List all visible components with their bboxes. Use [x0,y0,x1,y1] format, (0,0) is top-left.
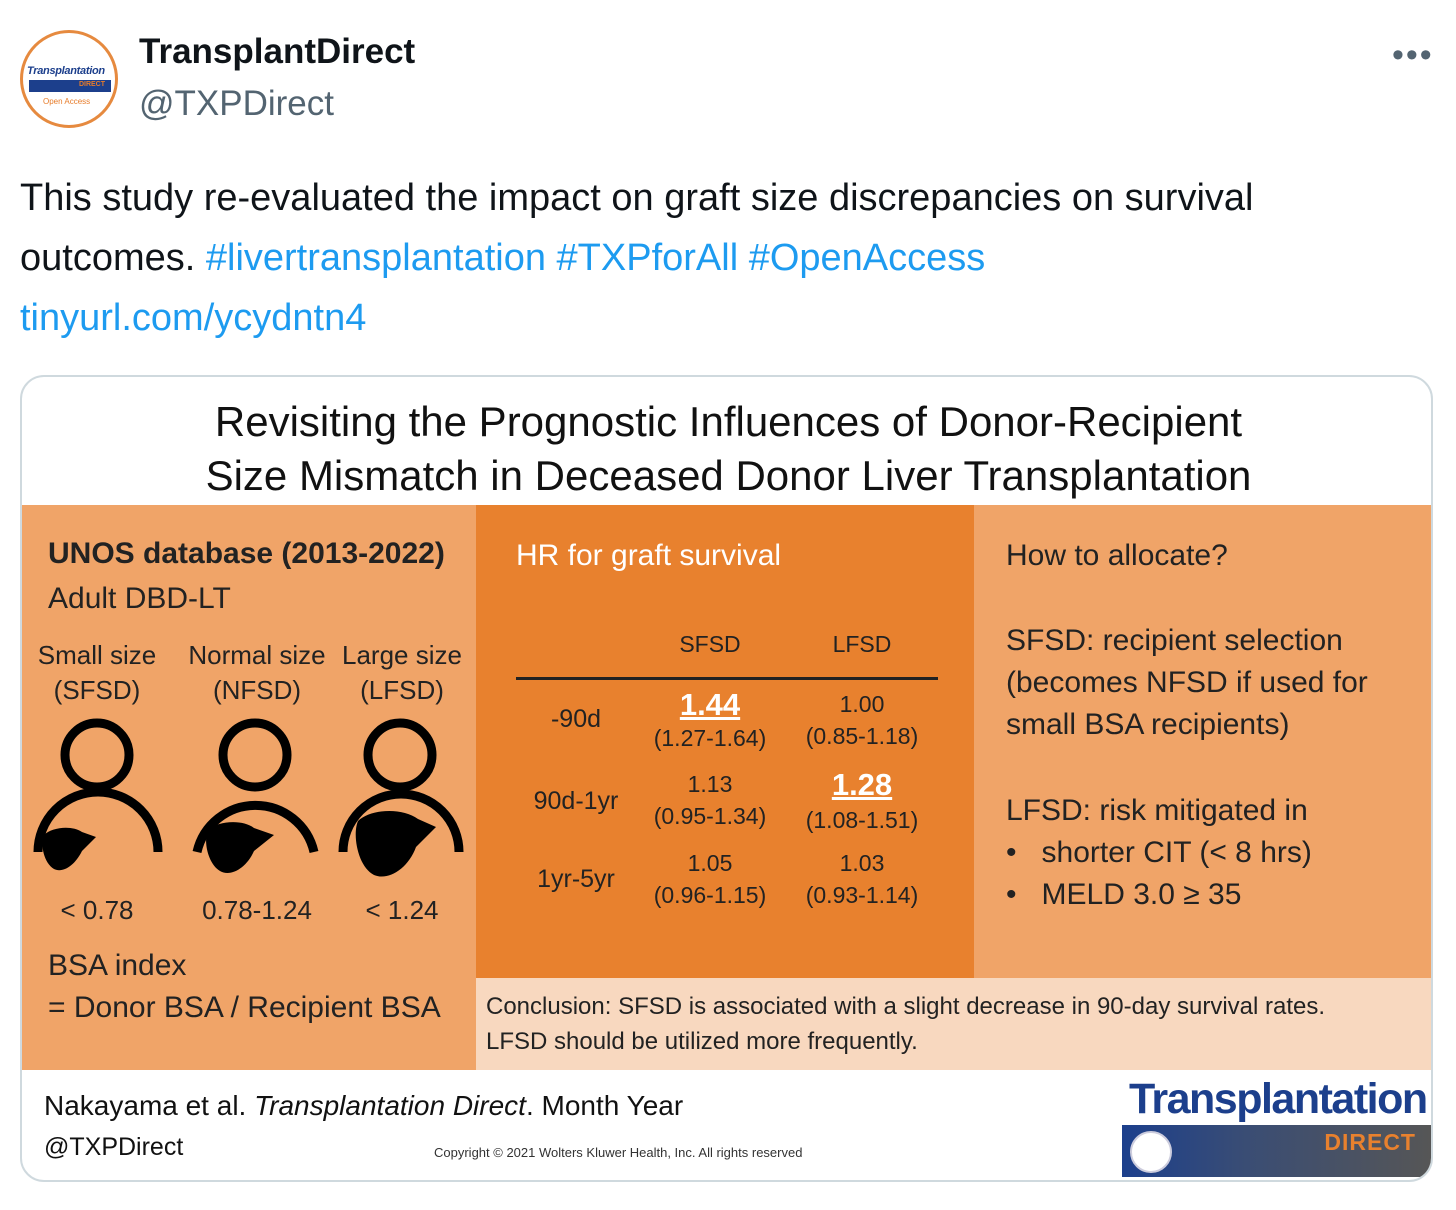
person-normal-icon [192,718,319,854]
ci-sfsd-1yr-5yr: (0.96-1.15) [653,882,767,908]
row-label-90d-1yr: 90d-1yr [533,787,619,815]
ci-sfsd-90d: (1.27-1.64) [653,725,767,751]
ci-lfsd-90d: (0.85-1.18) [805,723,919,749]
range-small: < 0.78 [60,895,134,925]
col-lfsd: LFSD [832,631,892,657]
right-panel [974,505,1431,978]
allocate-question: How to allocate? [1006,539,1228,572]
hr-sfsd-1yr-5yr: 1.05 [687,850,733,876]
row-label-90d: -90d [550,705,602,733]
bullet-cit: • shorter CIT (< 8 hrs) [1006,836,1312,869]
hr-heading: HR for graft survival [516,539,782,572]
middle-panel [476,505,974,978]
card-title: Revisiting the Prognostic Influences of … [22,395,1431,503]
group-small-abbr: (SFSD) [53,675,141,705]
hr-sfsd-90d: 1.44 [679,687,741,722]
conclusion-line2: LFSD should be utilized more frequently. [486,1028,918,1055]
journal-logo-banner: DIRECT [1122,1125,1431,1177]
bullet-cit-text: shorter CIT (< 8 hrs) [1041,836,1312,869]
row-label-1yr-5yr: 1yr-5yr [537,865,615,893]
range-large: < 1.24 [365,895,439,925]
liver-small-icon [42,827,96,871]
left-heading: UNOS database (2013-2022) [48,537,445,570]
sfsd-selection: SFSD: recipient selection [1006,624,1343,657]
sfsd-note-2: small BSA recipients) [1006,708,1290,741]
avatar-bar [29,80,111,92]
tweet-text: This study re-evaluated the impact on gr… [20,168,1420,348]
group-normal-abbr: (NFSD) [212,675,302,705]
tweet-body: This study re-evaluated the impact on gr… [20,177,1254,279]
hr-lfsd-1yr-5yr: 1.03 [839,850,885,876]
citation-date: . Month Year [525,1090,684,1121]
hashtag-openaccess[interactable]: #OpenAccess [748,237,986,279]
hr-sfsd-90d-1yr: 1.13 [687,771,733,797]
person-large-icon [338,718,464,853]
copyright: Copyright © 2021 Wolters Kluwer Health, … [434,1145,803,1160]
profile-handle[interactable]: @TXPDirect [139,84,334,123]
citation-journal: Transplantation Direct [254,1090,526,1121]
avatar[interactable]: Transplantation DIRECT Open Access [20,30,118,128]
avatar-logo-text: Transplantation [27,65,105,77]
person-small-icon [33,718,163,853]
bullet-meld: • MELD 3.0 ≥ 35 [1006,878,1242,911]
conclusion-line1: Conclusion: SFSD is associated with a sl… [486,993,1326,1020]
group-normal-label: Normal size [188,640,326,670]
range-normal: 0.78-1.24 [202,895,312,925]
group-large-label: Large size [342,640,462,670]
card-title-line2: Size Mismatch in Deceased Donor Liver Tr… [205,452,1252,499]
hr-lfsd-90d: 1.00 [839,691,885,717]
ci-lfsd-90d-1yr: (1.08-1.51) [805,807,919,833]
left-subheading: Adult DBD-LT [48,582,231,615]
group-small-label: Small size [37,640,157,670]
avatar-direct: DIRECT [78,81,105,88]
bullet-meld-text: MELD 3.0 ≥ 35 [1041,878,1242,911]
more-options-icon[interactable]: ••• [1392,36,1434,74]
sfsd-note: (becomes NFSD if used for [1006,666,1368,699]
ci-sfsd-90d-1yr: (0.95-1.34) [653,803,767,829]
col-sfsd: SFSD [679,631,741,657]
ci-lfsd-1yr-5yr: (0.93-1.14) [805,882,919,908]
citation: Nakayama et al. Transplantation Direct. … [44,1090,683,1122]
person-liver-icons [33,718,464,877]
hr-lfsd-90d-1yr: 1.28 [831,767,893,802]
group-large-abbr: (LFSD) [360,675,444,705]
bsa-index-formula: = Donor BSA / Recipient BSA [48,991,441,1024]
card-title-line1: Revisiting the Prognostic Influences of … [214,398,1243,445]
liver-large-icon [355,810,436,877]
society-seal-icon [1130,1131,1172,1173]
citation-author: Nakayama et al. [44,1090,247,1121]
hashtag-livertransplantation[interactable]: #livertransplantation [205,237,546,279]
footer-handle: @TXPDirect [44,1133,184,1161]
avatar-open-access: Open Access [43,97,91,106]
liver-normal-icon [206,822,274,873]
journal-logo-direct: DIRECT [1324,1129,1416,1155]
lfsd-mitigation: LFSD: risk mitigated in [1006,794,1308,827]
table-divider [516,677,938,680]
tweet-link[interactable]: tinyurl.com/ycydntn4 [20,297,367,339]
bsa-index-label: BSA index [48,949,187,982]
tweet-image-card[interactable]: Revisiting the Prognostic Influences of … [20,375,1433,1182]
journal-logo: Transplantation [1129,1075,1428,1123]
profile-name[interactable]: TransplantDirect [139,32,416,71]
hashtag-txpforall[interactable]: #TXPforAll [556,237,739,279]
conclusion-panel [476,978,1431,1070]
